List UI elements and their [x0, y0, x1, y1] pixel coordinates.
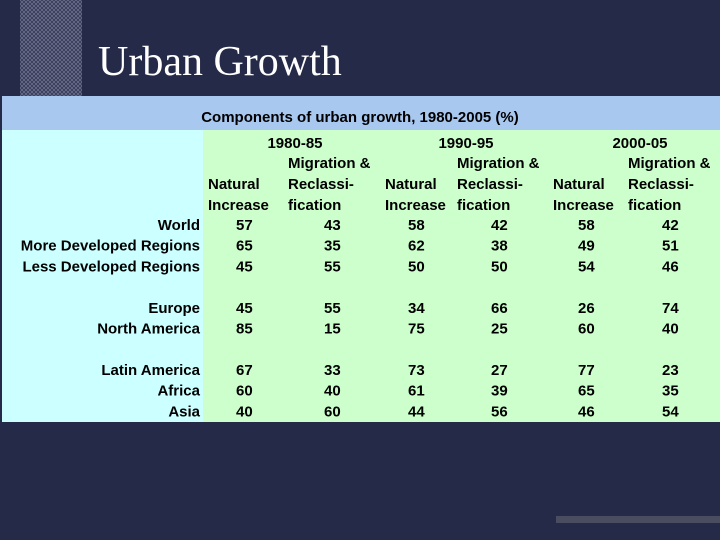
migration-reclassification-header: Reclassi-	[288, 176, 354, 193]
table-value: 57	[236, 217, 253, 234]
table-value: 40	[236, 403, 253, 420]
table-value: 60	[236, 383, 253, 400]
period-header-1980-85: 1980-85	[267, 135, 322, 152]
table-value: 35	[324, 238, 341, 255]
table-value: 27	[491, 362, 508, 379]
table-value: 55	[324, 258, 341, 275]
table-value: 58	[408, 217, 425, 234]
migration-reclassification-header: Migration &	[457, 155, 540, 172]
table-value: 42	[662, 217, 679, 234]
natural-increase-header: Natural	[553, 176, 605, 193]
migration-reclassification-header: fication	[288, 197, 341, 214]
migration-reclassification-header: Migration &	[288, 155, 371, 172]
region-label-column	[2, 130, 203, 422]
table-value: 35	[662, 383, 679, 400]
data-area	[203, 130, 720, 422]
migration-reclassification-header: fication	[457, 197, 510, 214]
table-value: 44	[408, 403, 425, 420]
table-value: 51	[662, 238, 679, 255]
region-label: Less Developed Regions	[22, 258, 200, 275]
natural-increase-header: Natural	[385, 176, 437, 193]
table-value: 26	[578, 300, 595, 317]
table-value: 75	[408, 321, 425, 338]
table-value: 55	[324, 300, 341, 317]
natural-increase-header: Increase	[385, 197, 446, 214]
table-value: 73	[408, 362, 425, 379]
region-label: Africa	[157, 383, 200, 400]
table-value: 15	[324, 321, 341, 338]
table-value: 23	[662, 362, 679, 379]
bottom-accent-bar	[556, 516, 720, 523]
table-value: 77	[578, 362, 595, 379]
period-header-2000-05: 2000-05	[612, 135, 667, 152]
table-value: 50	[408, 258, 425, 275]
region-label: North America	[97, 321, 200, 338]
region-label: World	[158, 217, 200, 234]
migration-reclassification-header: Reclassi-	[628, 176, 694, 193]
table-value: 65	[236, 238, 253, 255]
region-label: Europe	[148, 300, 200, 317]
table-value: 60	[324, 403, 341, 420]
table-value: 39	[491, 383, 508, 400]
migration-reclassification-header: Reclassi-	[457, 176, 523, 193]
table-value: 66	[491, 300, 508, 317]
period-header-1990-95: 1990-95	[438, 135, 493, 152]
table-value: 60	[578, 321, 595, 338]
table-value: 38	[491, 238, 508, 255]
table-value: 74	[662, 300, 679, 317]
table-value: 42	[491, 217, 508, 234]
table-value: 54	[578, 258, 595, 275]
table-svg: Components of urban growth, 1980-2005 (%…	[2, 96, 720, 422]
table-value: 45	[236, 300, 253, 317]
region-label: Asia	[168, 403, 200, 420]
table-value: 40	[324, 383, 341, 400]
table-value: 33	[324, 362, 341, 379]
table-value: 34	[408, 300, 425, 317]
region-label: More Developed Regions	[21, 238, 200, 255]
table-value: 40	[662, 321, 679, 338]
table-value: 54	[662, 403, 679, 420]
table-title-band	[2, 96, 720, 130]
slide-title: Urban Growth	[98, 39, 342, 85]
table-value: 49	[578, 238, 595, 255]
natural-increase-header: Natural	[208, 176, 260, 193]
decorative-dotted-square	[20, 0, 82, 96]
region-label: Latin America	[101, 362, 200, 379]
table-value: 61	[408, 383, 425, 400]
table-value: 25	[491, 321, 508, 338]
table-value: 85	[236, 321, 253, 338]
migration-reclassification-header: Migration &	[628, 155, 711, 172]
table-value: 45	[236, 258, 253, 275]
table-title: Components of urban growth, 1980-2005 (%…	[201, 109, 519, 126]
table-value: 46	[578, 403, 595, 420]
table-value: 67	[236, 362, 253, 379]
natural-increase-header: Increase	[553, 197, 614, 214]
urban-growth-table: Components of urban growth, 1980-2005 (%…	[2, 96, 720, 422]
migration-reclassification-header: fication	[628, 197, 681, 214]
natural-increase-header: Increase	[208, 197, 269, 214]
table-value: 50	[491, 258, 508, 275]
table-value: 56	[491, 403, 508, 420]
table-value: 62	[408, 238, 425, 255]
table-value: 46	[662, 258, 679, 275]
table-value: 43	[324, 217, 341, 234]
table-value: 65	[578, 383, 595, 400]
table-value: 58	[578, 217, 595, 234]
